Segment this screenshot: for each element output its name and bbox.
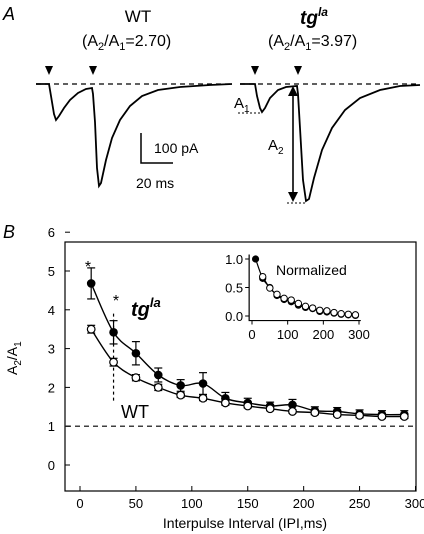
- main-plot-frame: [64, 241, 417, 492]
- a2-label: A2: [268, 137, 284, 157]
- wt-data-point: [86, 324, 96, 334]
- inset-wt-data-point: [323, 307, 331, 315]
- inset-wt-data-point: [344, 310, 353, 318]
- main-y-tick-label: 2: [48, 380, 55, 395]
- inset-title: Normalized: [276, 262, 347, 278]
- tg-current-trace: [240, 83, 421, 203]
- inset-wt-data-point: [294, 299, 303, 308]
- wt-data-point: [198, 393, 208, 403]
- wt-data-point: [399, 412, 409, 421]
- wt-data-point: [310, 408, 320, 418]
- main-x-tick-label: 50: [129, 496, 143, 511]
- main-plot: 0 50 100 150 200 250 300 0 1 2 3 4 5 6: [48, 225, 424, 511]
- tg-stimulus-1-marker: [251, 66, 259, 75]
- wt-data-point: [332, 410, 342, 419]
- panel-b-label: B: [3, 222, 15, 242]
- main-x-tick-label: 150: [237, 496, 259, 511]
- inset-x-tick-label: 100: [277, 327, 299, 342]
- tg-data-point: [288, 400, 297, 410]
- wt-data-point: [131, 373, 141, 383]
- inset-wt-data-point: [280, 294, 288, 303]
- main-x-axis-label: Interpulse Interval (IPI,ms): [163, 515, 327, 531]
- main-y-tick-label: 4: [48, 303, 55, 318]
- main-y-tick-label: 6: [48, 225, 55, 240]
- inset-wt-data-point: [259, 272, 267, 281]
- wt-data-point: [109, 357, 118, 367]
- wt-trace-title: WT: [125, 7, 151, 26]
- tg-data-point: [86, 279, 96, 288]
- inset-y-tick-label: 1.0: [225, 252, 243, 267]
- significance-asterisk-2: *: [113, 293, 119, 310]
- a2-arrow-head-top: [288, 86, 298, 96]
- inset-wt-data-point: [308, 304, 317, 312]
- wt-data-point: [243, 401, 253, 411]
- main-y-tick-label: 5: [48, 264, 55, 279]
- a2-arrow-head-bottom: [288, 192, 298, 202]
- inset-y-tick-label: 0.5: [225, 281, 243, 296]
- wt-data-point: [288, 407, 297, 416]
- inset-wt-data-point: [337, 310, 345, 318]
- tg-stimulus-2-marker: [294, 66, 302, 75]
- wt-ratio-label: (A2/A1=2.70): [82, 33, 171, 53]
- main-y-axis-label: A2/A1: [4, 341, 24, 375]
- a1-label: A1: [234, 95, 250, 115]
- main-y-tick-label: 0: [48, 458, 55, 473]
- wt-stimulus-2-marker: [89, 66, 97, 75]
- tg-series-label: tgla: [131, 295, 161, 321]
- inset-wt-data-point: [316, 306, 324, 314]
- tg-data-point: [131, 348, 141, 358]
- tg-data-point: [153, 370, 163, 380]
- wt-data-point: [220, 398, 230, 408]
- inset-x-tick-label: 0: [248, 327, 255, 342]
- tg-data-point: [176, 381, 185, 390]
- scale-current-label: 100 pA: [154, 140, 199, 156]
- main-x-tick-label: 200: [293, 496, 315, 511]
- wt-data-point: [355, 410, 364, 420]
- inset-x-tick-label: 200: [312, 327, 334, 342]
- main-x-tick-label: 250: [349, 496, 371, 511]
- wt-series-label: WT: [121, 402, 149, 422]
- tg-ratio-label: (A2/A1=3.97): [268, 33, 357, 53]
- main-y-tick-label: 1: [48, 419, 55, 434]
- wt-data-point: [377, 412, 387, 421]
- scale-bar: [140, 133, 173, 164]
- inset-wt-data-point: [351, 311, 360, 319]
- main-y-tick-label: 3: [48, 342, 55, 357]
- wt-stimulus-1-marker: [45, 66, 53, 75]
- inset-wt-data-point: [330, 308, 338, 317]
- wt-data-point: [176, 390, 186, 400]
- main-x-tick-label: 100: [181, 496, 203, 511]
- scale-time-label: 20 ms: [136, 175, 174, 191]
- wt-data-point: [265, 404, 275, 414]
- panel-a-label: A: [2, 4, 15, 24]
- wt-current-trace: [36, 83, 233, 189]
- tg-data-point: [198, 379, 208, 388]
- main-x-tick-label: 300: [405, 496, 424, 511]
- inset-wt-data-point: [273, 290, 281, 299]
- inset-wt-data-point: [287, 296, 295, 304]
- inset-wt-data-point: [266, 284, 274, 292]
- inset-tg-data-point: [251, 255, 260, 263]
- inset-plot: 0 100 200 300 0.0 0.5 1.0: [225, 252, 370, 342]
- main-x-tick-label: 0: [76, 496, 83, 511]
- wt-data-point: [153, 383, 163, 392]
- inset-y-tick-label: 0.0: [225, 309, 243, 324]
- significance-asterisk-1: *: [85, 259, 91, 276]
- tg-data-point: [109, 328, 118, 337]
- tg-trace-title: tgla: [300, 5, 328, 29]
- inset-wt-data-point: [301, 302, 310, 311]
- inset-x-tick-label: 300: [348, 327, 370, 342]
